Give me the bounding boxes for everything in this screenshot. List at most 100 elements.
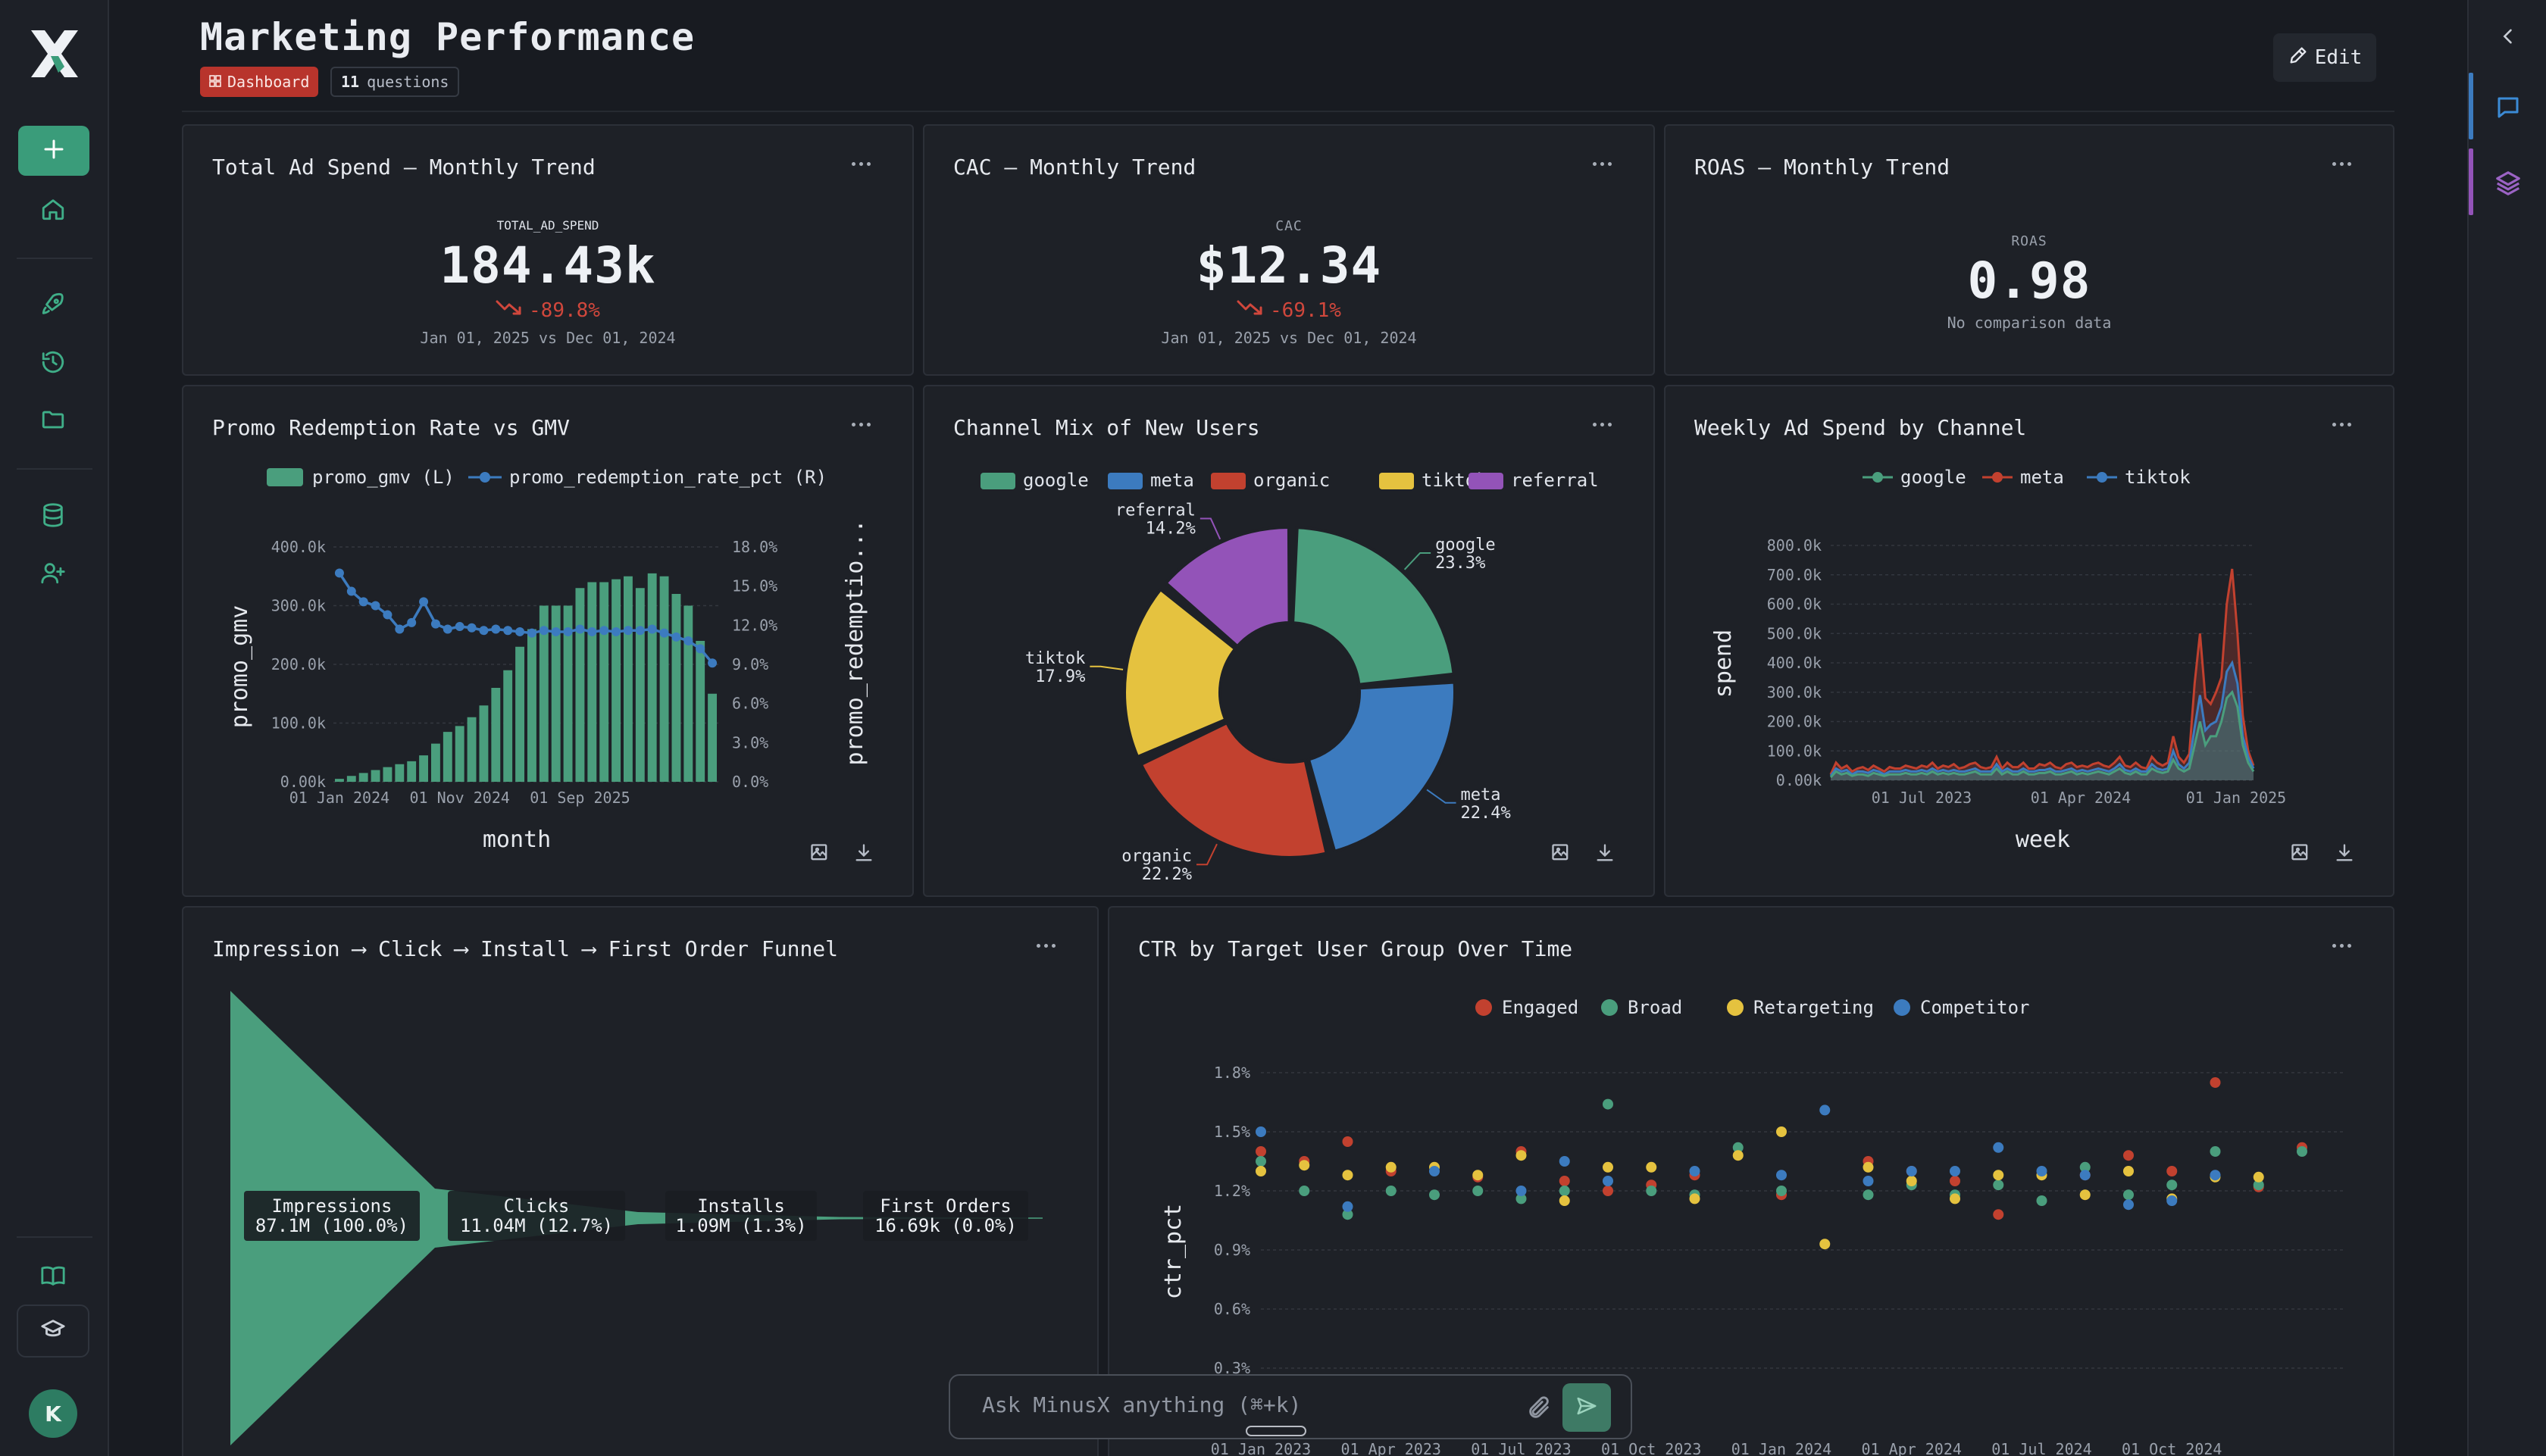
line-point (358, 597, 368, 607)
minusx-logo[interactable] (28, 27, 81, 80)
scatter-point (1256, 1166, 1266, 1176)
y-tick: 300.0k (1767, 683, 1822, 701)
trend-down-icon (1237, 298, 1265, 322)
line-point (696, 644, 705, 654)
layers-icon[interactable] (2485, 161, 2531, 206)
card-title: CTR by Target User Group Over Time (1138, 936, 1573, 961)
legend-marker (1894, 999, 1910, 1016)
scatter-point (1603, 1098, 1613, 1110)
legend-swatch (1468, 473, 1503, 489)
chart-card-ctr: CTR by Target User Group Over Time 0.3% 0… (1108, 906, 2394, 1456)
more-menu-icon[interactable] (1031, 936, 1061, 955)
line-point (647, 624, 657, 634)
download-icon[interactable] (2334, 842, 2355, 867)
more-menu-icon[interactable] (1587, 415, 1617, 433)
bar (443, 732, 452, 782)
folder-icon[interactable] (30, 397, 76, 442)
line-point (563, 626, 573, 636)
scatter-point (1819, 1104, 1831, 1116)
line-point (407, 617, 417, 627)
paperclip-icon[interactable] (1526, 1395, 1552, 1421)
card-title: CAC — Monthly Trend (953, 155, 1196, 180)
pie-slice (1306, 680, 1456, 853)
more-menu-icon[interactable] (2326, 936, 2357, 955)
scatter-point (1429, 1166, 1440, 1176)
graduation-cap-icon (40, 1317, 66, 1345)
send-button[interactable] (1562, 1383, 1611, 1432)
line-point (611, 626, 621, 636)
database-icon[interactable] (30, 492, 76, 538)
scatter-point (1906, 1176, 1917, 1186)
send-icon (1575, 1395, 1598, 1420)
more-menu-icon[interactable] (846, 415, 876, 433)
funnel-stage-value: 1.09M (1.3%) (675, 1215, 806, 1236)
home-icon[interactable] (30, 186, 76, 232)
more-menu-icon[interactable] (846, 155, 876, 173)
bar (575, 588, 585, 782)
chart-card-promo: Promo Redemption Rate vs GMV 0.00k 100.0k… (182, 385, 914, 897)
line-point (443, 624, 452, 634)
more-menu-icon[interactable] (2326, 155, 2357, 173)
chevron-left-icon[interactable] (2485, 14, 2531, 59)
ask-input[interactable]: Ask MinusX anything (⌘+k) (982, 1392, 1302, 1417)
y-tick-right: 15.0% (732, 577, 777, 595)
scatter-point (1993, 1170, 2004, 1181)
more-menu-icon[interactable] (1587, 155, 1617, 173)
legend-swatch (1379, 473, 1414, 489)
avatar[interactable]: K (29, 1389, 77, 1438)
y-tick: 1.8% (1214, 1064, 1250, 1082)
slice-label: tiktok (1025, 649, 1085, 668)
line-point (539, 626, 549, 636)
sidebar-divider (17, 258, 92, 259)
more-menu-icon[interactable] (2326, 415, 2357, 433)
kpi-comparison: Jan 01, 2025 vs Dec 01, 2024 (420, 329, 676, 347)
new-button[interactable] (18, 126, 89, 176)
bar (696, 641, 705, 782)
y-tick: 400.0k (1767, 654, 1822, 672)
kpi-label: ROAS (2011, 233, 2047, 249)
funnel-stage-value: 11.04M (12.7%) (460, 1215, 613, 1236)
questions-count: 11 (341, 73, 360, 91)
image-download-icon[interactable] (1550, 842, 1572, 867)
scatter-point (1646, 1161, 1657, 1173)
user-plus-icon[interactable] (30, 550, 76, 595)
scatter-point (1689, 1166, 1700, 1176)
learn-button[interactable] (17, 1304, 89, 1358)
legend-label: promo_redemption_rate_pct (R) (509, 467, 827, 488)
resize-handle[interactable] (1246, 1426, 1306, 1436)
legend-label: Engaged (1502, 997, 1578, 1018)
chart-card-channel-mix: Channel Mix of New Users google meta organ… (923, 385, 1655, 897)
bar (527, 629, 536, 782)
line-point (430, 619, 440, 629)
card-title: Impression ⟶ Click ⟶ Install ⟶ First Ord… (212, 936, 839, 961)
series-line (1829, 568, 2255, 775)
scatter-point (1776, 1126, 1787, 1137)
line-point (551, 626, 561, 636)
scatter-point (1256, 1126, 1266, 1137)
kpi-value: 184.43k (439, 236, 656, 295)
download-icon[interactable] (1594, 842, 1615, 867)
line-point (419, 597, 429, 607)
scatter-point (1385, 1186, 1397, 1196)
pie-slice (1123, 588, 1237, 759)
kpi-delta-value: -69.1% (1270, 298, 1341, 322)
history-icon[interactable] (30, 339, 76, 385)
edit-button[interactable]: Edit (2273, 33, 2376, 82)
chart-actions (1550, 842, 1615, 867)
book-icon[interactable] (30, 1253, 76, 1298)
legend-marker (480, 472, 490, 483)
rocket-icon[interactable] (30, 282, 76, 327)
bar (563, 605, 573, 782)
line-point (467, 623, 477, 633)
y-tick-left: 0.00k (280, 773, 326, 791)
scatter-point (1342, 1201, 1353, 1212)
image-download-icon[interactable] (809, 842, 830, 867)
scatter-point (1993, 1142, 2004, 1153)
bar (419, 755, 428, 782)
image-download-icon[interactable] (2290, 842, 2311, 867)
y-axis-title-left: promo_gmv (227, 605, 253, 729)
download-icon[interactable] (853, 842, 874, 867)
funnel-stage-value: 16.69k (0.0%) (874, 1215, 1017, 1236)
slice-label: organic (1121, 847, 1192, 866)
chat-icon[interactable] (2485, 85, 2531, 130)
